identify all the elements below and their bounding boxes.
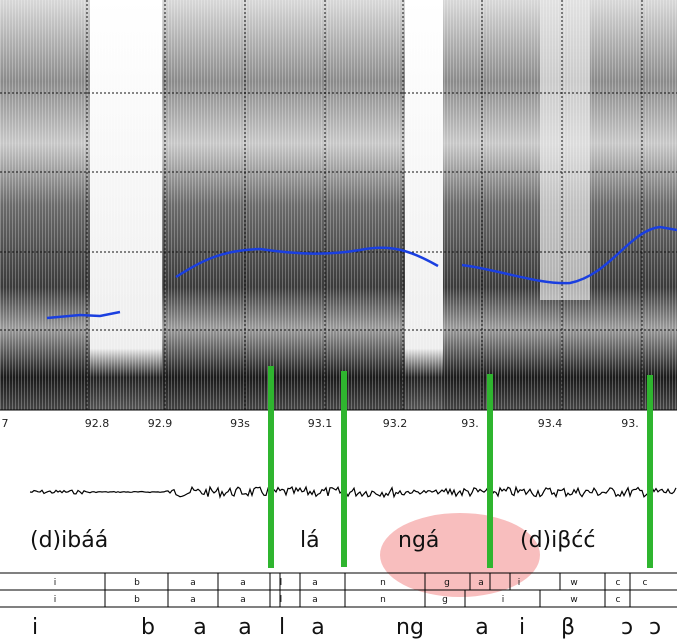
annotation: (d)iβćć <box>520 528 595 553</box>
time-label: 92.9 <box>148 417 173 430</box>
segment-label: n <box>380 595 386 605</box>
transcription-symbol: ɔ <box>621 615 633 640</box>
annotation: lá <box>300 528 320 553</box>
transcription-symbol: l <box>279 615 285 640</box>
annotation: ngá <box>398 528 439 553</box>
tier-grid <box>0 572 677 608</box>
segment-label: a <box>478 578 484 588</box>
time-label: 93.2 <box>383 417 408 430</box>
segment-label: w <box>570 595 577 605</box>
transcription-symbol: i <box>32 615 38 640</box>
segment-label: g <box>444 578 450 588</box>
transcription-symbol: a <box>475 615 488 640</box>
segment-label: c <box>643 578 648 588</box>
time-label: 93s <box>230 417 250 430</box>
segment-label: i <box>502 595 505 605</box>
highlight <box>380 513 540 597</box>
segment-label: c <box>616 578 621 588</box>
segment-label: g <box>442 595 448 605</box>
transcription-symbol: b <box>141 615 155 640</box>
segment-label: l <box>280 595 283 605</box>
segment-label: a <box>312 578 318 588</box>
time-label: 93.4 <box>538 417 563 430</box>
time-label: 7 <box>2 417 9 430</box>
segment-label: i <box>54 578 57 588</box>
segment-label: a <box>190 578 196 588</box>
segment-label: i <box>54 595 57 605</box>
transcription-symbol: ng <box>396 615 424 640</box>
waveform <box>29 485 677 499</box>
transcription-symbol: i <box>519 615 525 640</box>
segment-label: a <box>240 595 246 605</box>
time-label: 92.8 <box>85 417 110 430</box>
segment-label: l <box>280 578 283 588</box>
transcription-symbol: a <box>193 615 206 640</box>
transcription-symbol: a <box>311 615 324 640</box>
time-label: 93. <box>461 417 479 430</box>
segment-label: b <box>134 578 140 588</box>
annotation: (d)ibáá <box>30 528 108 553</box>
time-label: 93.1 <box>308 417 333 430</box>
transcription-symbol: β <box>561 615 575 640</box>
segment-label: b <box>134 595 140 605</box>
pitch-markers <box>268 366 653 568</box>
transcription-symbol: ɔ <box>649 615 661 640</box>
segment-label: n <box>380 578 386 588</box>
segment-label: a <box>240 578 246 588</box>
segment-label: a <box>190 595 196 605</box>
segment-label: w <box>570 578 577 588</box>
transcription-symbol: a <box>238 615 251 640</box>
segment-label: i <box>518 578 521 588</box>
segment-label: a <box>312 595 318 605</box>
segment-label: c <box>616 595 621 605</box>
spectrogram <box>0 0 677 410</box>
time-label: 93. <box>621 417 639 430</box>
